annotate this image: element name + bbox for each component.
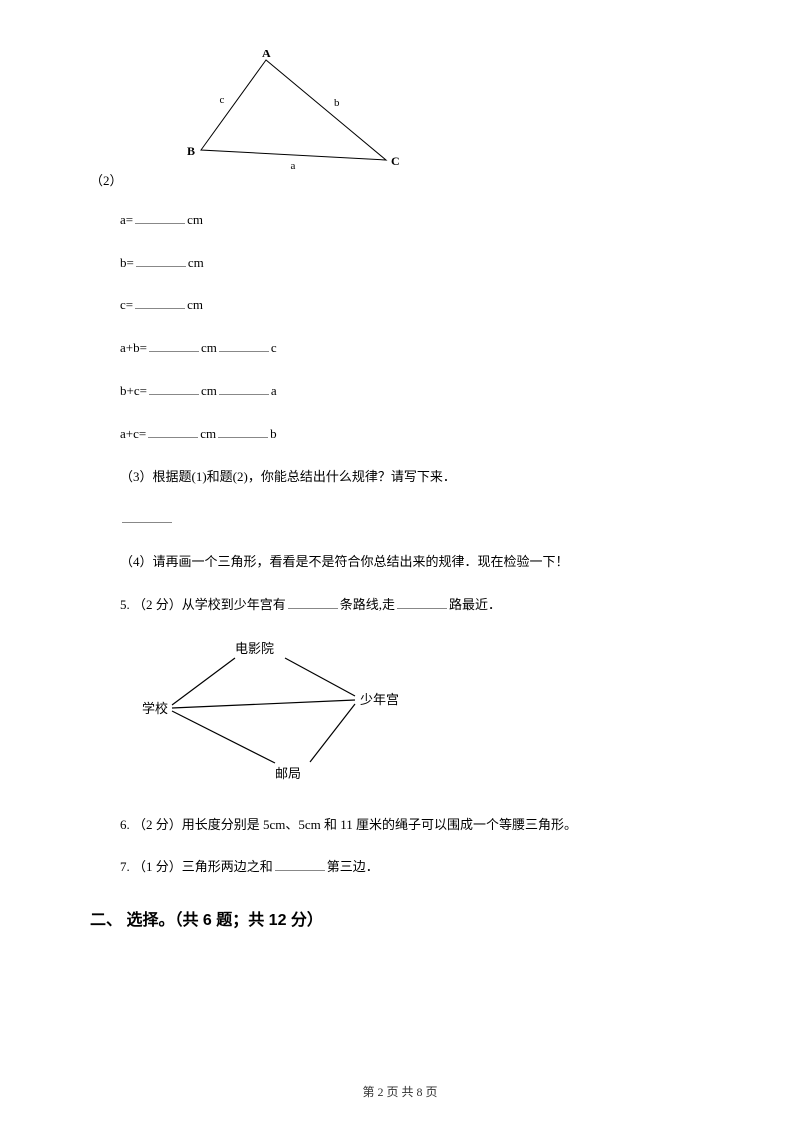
measure-ab: a+b= cm c	[120, 338, 710, 359]
page-footer: 第 2 页 共 8 页	[0, 1083, 800, 1102]
unit-cm: cm	[187, 297, 203, 312]
q7-prefix: 7. （1 分）三角形两边之和	[120, 859, 273, 874]
question-4: （4）请再画一个三角形，看看是不是符合你总结出来的规律．现在检验一下！	[120, 552, 710, 573]
svg-text:c: c	[219, 94, 224, 106]
blank	[219, 381, 269, 395]
comp-a: a	[271, 383, 277, 398]
blank	[218, 424, 268, 438]
label-a: a=	[120, 212, 133, 227]
measure-b: b= cm	[120, 253, 710, 274]
svg-text:a: a	[290, 160, 295, 172]
label-ac: a+c=	[120, 426, 146, 441]
unit-cm: cm	[201, 340, 217, 355]
unit-cm: cm	[187, 212, 203, 227]
comp-b: b	[270, 426, 277, 441]
svg-text:学校: 学校	[142, 701, 168, 716]
blank	[275, 857, 325, 871]
comp-c: c	[271, 340, 277, 355]
svg-text:邮局: 邮局	[275, 766, 301, 781]
svg-text:C: C	[391, 154, 400, 168]
blank	[136, 253, 186, 267]
unit-cm: cm	[188, 255, 204, 270]
svg-text:B: B	[187, 144, 195, 158]
blank	[397, 595, 447, 609]
blank	[219, 338, 269, 352]
svg-text:A: A	[262, 50, 271, 60]
triangle-diagram-1: A B C a b c	[171, 50, 411, 182]
svg-text:b: b	[334, 97, 340, 109]
blank	[135, 210, 185, 224]
svg-text:电影院: 电影院	[235, 641, 274, 656]
section-2-heading: 二、 选择。（共 6 题；共 12 分）	[90, 908, 710, 934]
measure-bc: b+c= cm a	[120, 381, 710, 402]
blank	[288, 595, 338, 609]
q5-prefix: 5. （2 分）从学校到少年宫有	[120, 597, 286, 612]
blank	[149, 381, 199, 395]
question-2-diagram-row: （2） A B C a b c	[90, 50, 710, 192]
unit-cm: cm	[200, 426, 216, 441]
blank	[135, 295, 185, 309]
measure-ac: a+c= cm b	[120, 424, 710, 445]
unit-cm: cm	[201, 383, 217, 398]
label-bc: b+c=	[120, 383, 147, 398]
q5-mid: 条路线,走	[340, 597, 395, 612]
route-svg: 学校 电影院 少年宫 邮局	[130, 638, 430, 788]
label-ab: a+b=	[120, 340, 147, 355]
blank	[122, 509, 172, 523]
question-6: 6. （2 分）用长度分别是 5cm、5cm 和 11 厘米的绳子可以围成一个等…	[120, 815, 710, 836]
blank	[149, 338, 199, 352]
label-c: c=	[120, 297, 133, 312]
measure-c: c= cm	[120, 295, 710, 316]
route-diagram: 学校 电影院 少年宫 邮局	[130, 638, 710, 795]
blank	[148, 424, 198, 438]
question-3: （3）根据题(1)和题(2)，你能总结出什么规律？请写下来．	[120, 467, 710, 488]
svg-text:少年宫: 少年宫	[360, 692, 399, 707]
question-7: 7. （1 分）三角形两边之和 第三边．	[120, 857, 710, 878]
question-5: 5. （2 分）从学校到少年宫有 条路线,走 路最近．	[120, 595, 710, 616]
q5-suffix: 路最近．	[449, 597, 501, 612]
question-3-blank	[120, 509, 710, 530]
measure-a: a= cm	[120, 210, 710, 231]
q7-suffix: 第三边．	[327, 859, 379, 874]
label-b: b=	[120, 255, 134, 270]
question-2-number: （2）	[90, 171, 123, 192]
triangle-svg: A B C a b c	[171, 50, 411, 175]
